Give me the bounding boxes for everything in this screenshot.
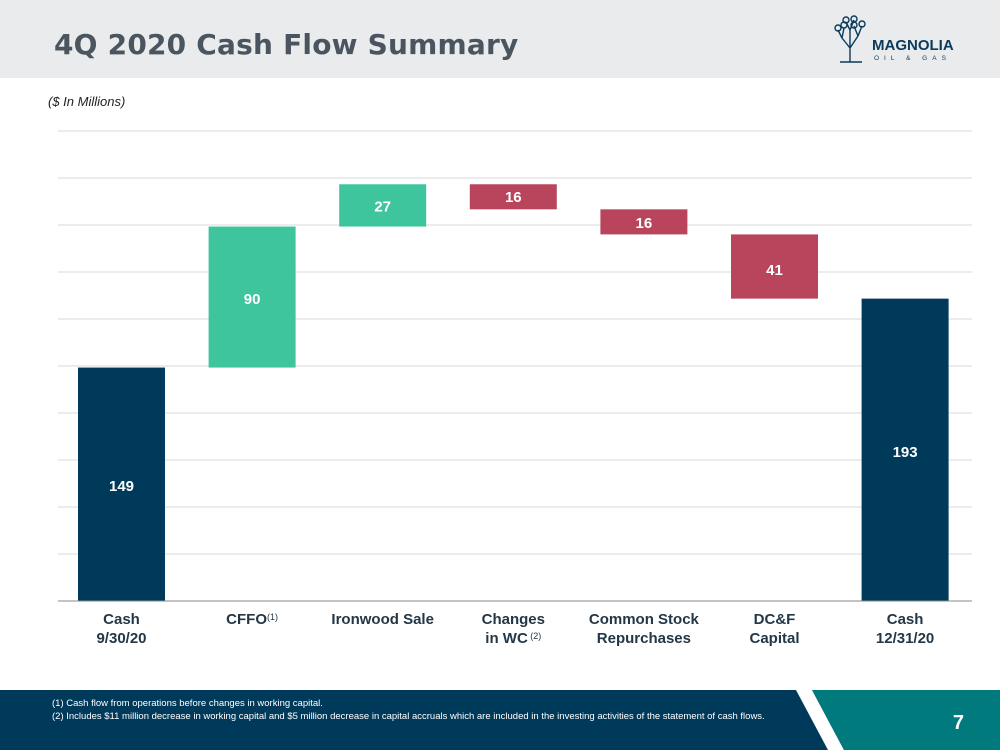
category-label: CFFO(1) xyxy=(177,610,327,629)
footer-bar: (1) Cash flow from operations before cha… xyxy=(0,690,1000,750)
tree-icon xyxy=(834,15,866,63)
category-label: Cash 12/31/20 xyxy=(830,610,980,648)
category-label: DC&F Capital xyxy=(700,610,850,648)
category-label: Changes in WC (2) xyxy=(438,610,588,648)
category-line1: DC&F xyxy=(753,611,796,628)
category-label: Cash 9/30/20 xyxy=(47,610,197,648)
bar-1 xyxy=(208,226,296,368)
bar-6 xyxy=(861,298,949,601)
footnote-ref: (2) xyxy=(527,631,542,641)
bar-5 xyxy=(731,234,818,299)
category-line1: Common Stock xyxy=(588,611,699,628)
category-line1: Cash xyxy=(103,611,140,628)
waterfall-chart: 149 90 27 16 16 41 193 xyxy=(58,130,972,602)
bar-0 xyxy=(78,367,165,601)
data-label: 41 xyxy=(766,262,783,279)
category-line2: in WC xyxy=(485,630,528,647)
footer-shapes xyxy=(0,690,1000,750)
bar-3 xyxy=(469,184,557,210)
category-line1: Cash xyxy=(886,611,924,628)
gridlines xyxy=(58,130,972,555)
bar-4 xyxy=(600,209,688,235)
page-number: 7 xyxy=(952,712,964,734)
category-line1: CFFO xyxy=(226,611,267,628)
data-label: 193 xyxy=(893,444,918,461)
data-label: 149 xyxy=(109,478,134,495)
footnote-1: (1) Cash flow from operations before cha… xyxy=(52,698,323,709)
bars xyxy=(78,184,949,601)
bar-2 xyxy=(339,184,427,227)
footer-teal-band xyxy=(812,690,1000,750)
footnote-ref: (1) xyxy=(267,612,278,622)
category-line2: Repurchases xyxy=(596,630,691,647)
category-line2: Capital xyxy=(749,630,800,647)
data-label: 16 xyxy=(636,215,653,232)
category-line1: Changes xyxy=(481,611,545,628)
category-line1: Ironwood Sale xyxy=(331,611,434,628)
footer-divider xyxy=(796,690,844,750)
logo-text: MAGNOLIA xyxy=(872,37,954,54)
category-label: Ironwood Sale xyxy=(308,610,458,629)
magnolia-logo: MAGNOLIA OIL & GAS xyxy=(834,15,954,63)
category-line2: 9/30/20 xyxy=(96,630,147,647)
header-bar: 4Q 2020 Cash Flow Summary MAGNOLIA OIL &… xyxy=(0,0,1000,78)
unit-subtitle: ($ In Millions) xyxy=(48,94,126,109)
data-label: 16 xyxy=(505,189,522,206)
page-title: 4Q 2020 Cash Flow Summary xyxy=(54,28,519,61)
data-label: 90 xyxy=(244,291,261,308)
data-labels: 149 90 27 16 16 41 193 xyxy=(109,189,918,495)
logo-subtext: OIL & GAS xyxy=(874,55,951,62)
footnote-2: (2) Includes $11 million decrease in wor… xyxy=(52,711,765,722)
data-label: 27 xyxy=(374,198,391,215)
category-label: Common Stock Repurchases xyxy=(569,610,719,648)
category-line2: 12/31/20 xyxy=(875,630,935,647)
